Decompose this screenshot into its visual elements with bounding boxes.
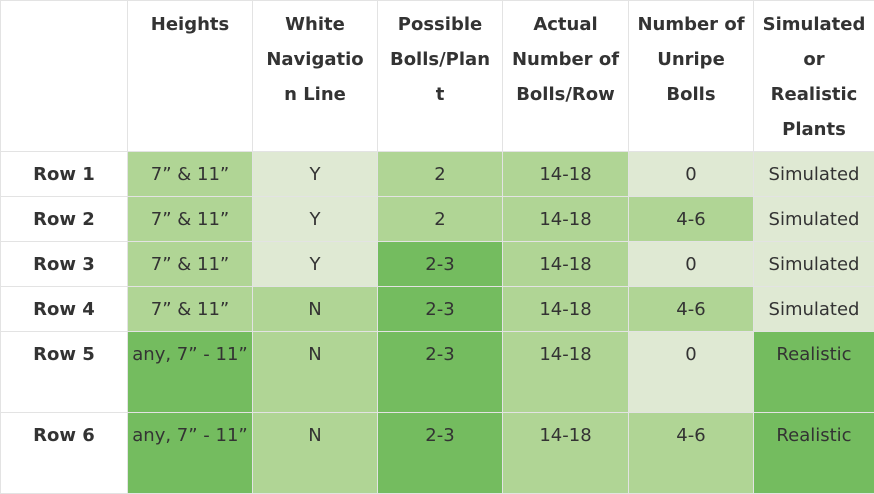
row-label: Row 4 xyxy=(1,287,128,332)
cell-actual-bolls-row: 14-18 xyxy=(503,413,629,494)
cell-simulated-or-realistic: Simulated xyxy=(754,152,874,197)
table-row: Row 4 7” & 11” N 2-3 14-18 4-6 Simulated xyxy=(1,287,874,332)
cell-possible-bolls-plant: 2 xyxy=(378,197,503,242)
cell-unripe-bolls: 4-6 xyxy=(629,197,754,242)
cell-possible-bolls-plant: 2-3 xyxy=(378,332,503,413)
cell-heights: 7” & 11” xyxy=(128,287,253,332)
cell-simulated-or-realistic: Simulated xyxy=(754,197,874,242)
cell-actual-bolls-row: 14-18 xyxy=(503,242,629,287)
cell-white-navigation-line: N xyxy=(253,332,378,413)
cell-actual-bolls-row: 14-18 xyxy=(503,287,629,332)
cell-unripe-bolls: 0 xyxy=(629,332,754,413)
cell-heights: any, 7” - 11” xyxy=(128,413,253,494)
header-empty xyxy=(1,1,128,152)
cell-possible-bolls-plant: 2-3 xyxy=(378,242,503,287)
cell-actual-bolls-row: 14-18 xyxy=(503,152,629,197)
cell-white-navigation-line: N xyxy=(253,287,378,332)
cell-white-navigation-line: Y xyxy=(253,242,378,287)
cell-heights: 7” & 11” xyxy=(128,152,253,197)
cell-actual-bolls-row: 14-18 xyxy=(503,197,629,242)
cell-simulated-or-realistic: Simulated xyxy=(754,287,874,332)
table-row: Row 1 7” & 11” Y 2 14-18 0 Simulated xyxy=(1,152,874,197)
cell-unripe-bolls: 4-6 xyxy=(629,287,754,332)
table-row: Row 6 any, 7” - 11” N 2-3 14-18 4-6 Real… xyxy=(1,413,874,494)
row-label: Row 2 xyxy=(1,197,128,242)
cell-actual-bolls-row: 14-18 xyxy=(503,332,629,413)
cell-heights: any, 7” - 11” xyxy=(128,332,253,413)
cell-unripe-bolls: 0 xyxy=(629,152,754,197)
cell-unripe-bolls: 4-6 xyxy=(629,413,754,494)
row-label: Row 1 xyxy=(1,152,128,197)
cell-possible-bolls-plant: 2-3 xyxy=(378,413,503,494)
cell-possible-bolls-plant: 2-3 xyxy=(378,287,503,332)
table-row: Row 5 any, 7” - 11” N 2-3 14-18 0 Realis… xyxy=(1,332,874,413)
cell-possible-bolls-plant: 2 xyxy=(378,152,503,197)
cell-white-navigation-line: Y xyxy=(253,197,378,242)
row-label: Row 6 xyxy=(1,413,128,494)
cell-simulated-or-realistic: Simulated xyxy=(754,242,874,287)
cell-simulated-or-realistic: Realistic xyxy=(754,332,874,413)
cell-unripe-bolls: 0 xyxy=(629,242,754,287)
header-heights: Heights xyxy=(128,1,253,152)
table-row: Row 2 7” & 11” Y 2 14-18 4-6 Simulated xyxy=(1,197,874,242)
table-row: Row 3 7” & 11” Y 2-3 14-18 0 Simulated xyxy=(1,242,874,287)
cell-heights: 7” & 11” xyxy=(128,242,253,287)
cell-heights: 7” & 11” xyxy=(128,197,253,242)
cell-white-navigation-line: N xyxy=(253,413,378,494)
cell-white-navigation-line: Y xyxy=(253,152,378,197)
row-label: Row 5 xyxy=(1,332,128,413)
row-label: Row 3 xyxy=(1,242,128,287)
cell-simulated-or-realistic: Realistic xyxy=(754,413,874,494)
